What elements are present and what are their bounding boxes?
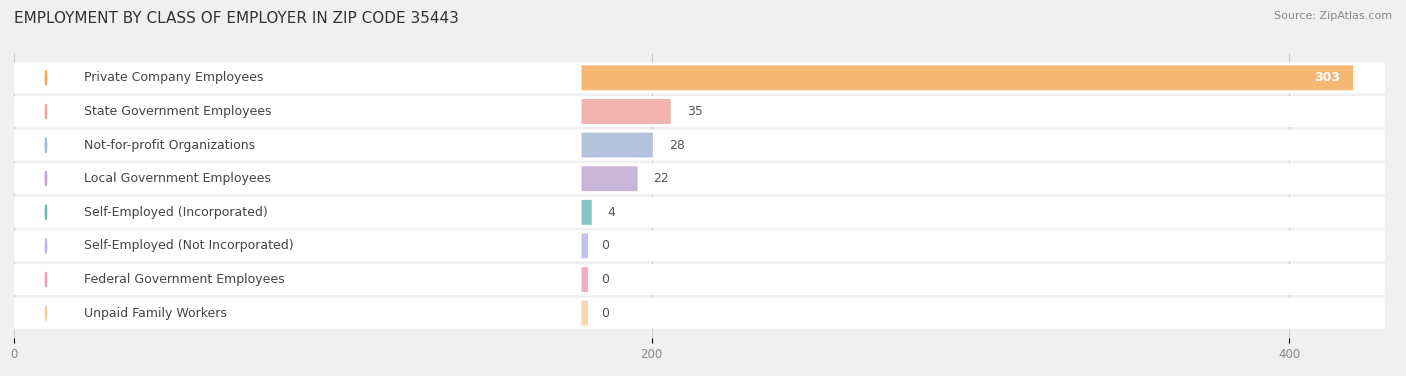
Text: Self-Employed (Incorporated): Self-Employed (Incorporated) (84, 206, 269, 219)
Text: EMPLOYMENT BY CLASS OF EMPLOYER IN ZIP CODE 35443: EMPLOYMENT BY CLASS OF EMPLOYER IN ZIP C… (14, 11, 458, 26)
FancyBboxPatch shape (20, 268, 572, 291)
Text: Not-for-profit Organizations: Not-for-profit Organizations (84, 139, 256, 152)
Text: Federal Government Employees: Federal Government Employees (84, 273, 285, 286)
FancyBboxPatch shape (582, 301, 588, 326)
Text: Self-Employed (Not Incorporated): Self-Employed (Not Incorporated) (84, 240, 294, 252)
FancyBboxPatch shape (582, 267, 588, 292)
Text: 0: 0 (600, 240, 609, 252)
FancyBboxPatch shape (14, 163, 1385, 194)
Text: 35: 35 (686, 105, 703, 118)
FancyBboxPatch shape (14, 298, 1385, 329)
FancyBboxPatch shape (20, 234, 572, 258)
Text: Source: ZipAtlas.com: Source: ZipAtlas.com (1274, 11, 1392, 21)
FancyBboxPatch shape (582, 166, 637, 191)
FancyBboxPatch shape (20, 302, 572, 325)
FancyBboxPatch shape (20, 66, 572, 89)
Text: Local Government Employees: Local Government Employees (84, 172, 271, 185)
FancyBboxPatch shape (582, 99, 671, 124)
FancyBboxPatch shape (14, 96, 1385, 127)
FancyBboxPatch shape (20, 167, 572, 191)
Text: 0: 0 (600, 273, 609, 286)
Text: 4: 4 (607, 206, 616, 219)
FancyBboxPatch shape (14, 230, 1385, 261)
FancyBboxPatch shape (582, 65, 1353, 90)
FancyBboxPatch shape (20, 100, 572, 123)
FancyBboxPatch shape (14, 130, 1385, 161)
FancyBboxPatch shape (582, 133, 652, 158)
Text: Unpaid Family Workers: Unpaid Family Workers (84, 307, 228, 320)
FancyBboxPatch shape (14, 264, 1385, 295)
FancyBboxPatch shape (14, 62, 1385, 93)
Text: Private Company Employees: Private Company Employees (84, 71, 263, 84)
Text: 0: 0 (600, 307, 609, 320)
Text: 28: 28 (669, 139, 685, 152)
FancyBboxPatch shape (582, 233, 588, 258)
FancyBboxPatch shape (582, 200, 592, 225)
FancyBboxPatch shape (14, 197, 1385, 228)
Text: 22: 22 (654, 172, 669, 185)
FancyBboxPatch shape (20, 200, 572, 224)
FancyBboxPatch shape (20, 133, 572, 157)
Text: 303: 303 (1315, 71, 1340, 84)
Text: State Government Employees: State Government Employees (84, 105, 271, 118)
